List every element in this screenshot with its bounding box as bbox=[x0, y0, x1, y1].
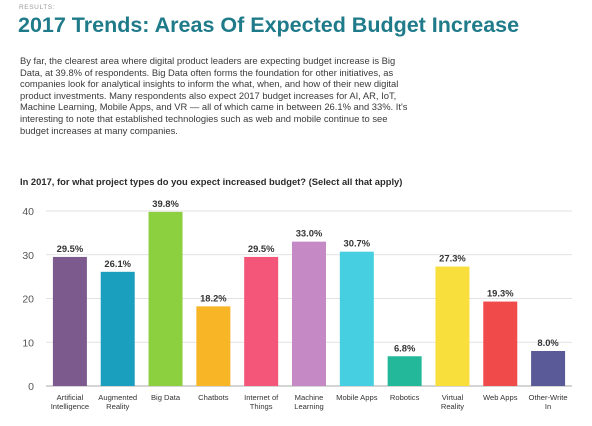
category-label: Internet of bbox=[244, 393, 279, 402]
y-tick-label: 30 bbox=[22, 250, 34, 262]
chart-title: In 2017, for what project types do you e… bbox=[20, 176, 403, 187]
category-label: Big Data bbox=[151, 393, 181, 402]
data-label: 18.2% bbox=[200, 292, 227, 303]
data-label: 29.5% bbox=[248, 243, 275, 254]
category-label: Artificial bbox=[57, 393, 84, 402]
y-tick-label: 0 bbox=[28, 381, 34, 393]
y-tick-label: 40 bbox=[22, 206, 34, 218]
bar bbox=[196, 306, 231, 386]
bar bbox=[100, 271, 135, 386]
data-label: 8.0% bbox=[537, 337, 559, 348]
data-label: 30.7% bbox=[344, 238, 371, 249]
category-label: Intelligence bbox=[51, 402, 89, 411]
category-label: Mobile Apps bbox=[336, 393, 378, 402]
data-label: 29.5% bbox=[57, 243, 84, 254]
category-label: Things bbox=[250, 402, 273, 411]
body-paragraph: By far, the clearest area where digital … bbox=[20, 55, 408, 136]
category-label: Other-Write bbox=[529, 393, 568, 402]
category-label: Augmented bbox=[98, 393, 137, 402]
data-label: 6.8% bbox=[394, 342, 416, 353]
page-title: 2017 Trends: Areas Of Expected Budget In… bbox=[18, 13, 520, 37]
bar bbox=[483, 301, 518, 386]
bar bbox=[244, 256, 279, 386]
data-label: 27.3% bbox=[439, 253, 466, 264]
data-label: 33.0% bbox=[296, 228, 323, 239]
category-label: Reality bbox=[441, 402, 464, 411]
category-label: Robotics bbox=[390, 393, 420, 402]
y-tick-label: 10 bbox=[22, 337, 34, 349]
category-label: In bbox=[545, 402, 551, 411]
y-tick-label: 20 bbox=[22, 294, 34, 306]
category-label: Chatbots bbox=[198, 393, 229, 402]
bar bbox=[435, 266, 470, 386]
bar bbox=[531, 351, 566, 386]
bar bbox=[292, 241, 326, 386]
data-label: 26.1% bbox=[104, 258, 131, 269]
data-label: 19.3% bbox=[487, 288, 514, 299]
category-label: Web Apps bbox=[483, 393, 518, 402]
results-label: RESULTS: bbox=[19, 4, 56, 11]
bar bbox=[339, 251, 374, 386]
bar bbox=[52, 256, 87, 386]
bar bbox=[387, 356, 422, 386]
category-label: Machine bbox=[295, 393, 324, 402]
category-label: Virtual bbox=[442, 393, 464, 402]
category-label: Learning bbox=[294, 402, 324, 411]
data-label: 39.8% bbox=[152, 198, 179, 209]
category-label: Reality bbox=[106, 402, 129, 411]
bar bbox=[148, 211, 183, 386]
